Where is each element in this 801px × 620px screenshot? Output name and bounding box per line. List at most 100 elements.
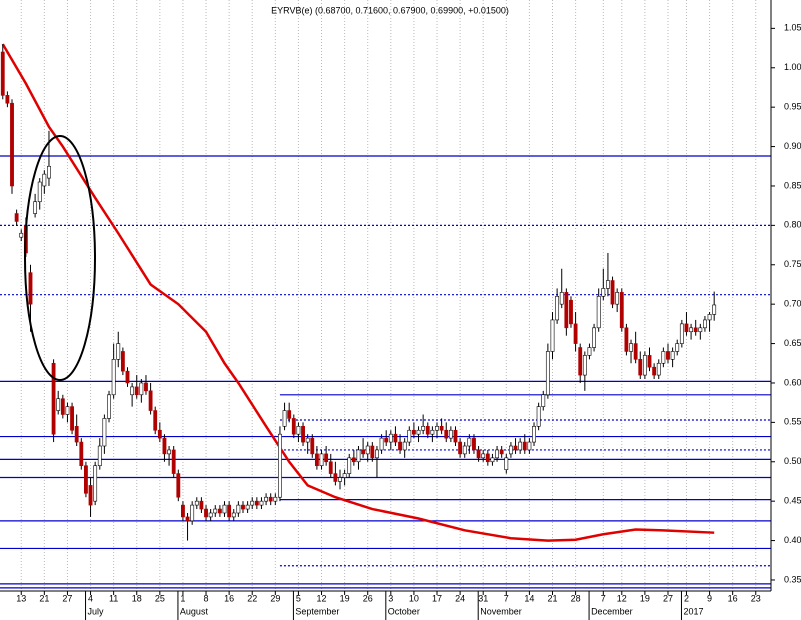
candle-body xyxy=(37,181,42,203)
candle-body xyxy=(10,102,14,187)
candle-body xyxy=(0,51,5,96)
candle-body xyxy=(157,429,162,439)
candle-body xyxy=(365,445,370,455)
y-tick-label: 0.90 xyxy=(784,141,801,151)
candle-body xyxy=(448,429,453,439)
candle-body xyxy=(375,449,379,459)
candle-body xyxy=(675,343,680,352)
candle-body xyxy=(693,327,698,333)
x-tick-label: 2 xyxy=(684,593,689,603)
month-label: September xyxy=(295,606,339,616)
candle-body xyxy=(102,418,107,447)
x-tick-label: 16 xyxy=(728,593,738,603)
candle-body xyxy=(555,295,560,321)
y-tick-label: 1.05 xyxy=(784,23,801,33)
month-label: December xyxy=(591,606,633,616)
candle-body xyxy=(439,426,444,431)
candle-body xyxy=(296,426,301,435)
candle-body xyxy=(291,418,296,435)
x-tick-label: 5 xyxy=(296,593,301,603)
x-tick-label: 14 xyxy=(524,593,534,603)
candle-body xyxy=(74,426,79,443)
candle-body xyxy=(130,386,135,396)
candle-body xyxy=(222,504,227,514)
candle-body xyxy=(656,362,661,376)
candle-body xyxy=(587,347,592,356)
candle-body xyxy=(661,351,666,364)
candle-body xyxy=(42,173,47,187)
candle-body xyxy=(342,473,347,478)
x-tick-label: 17 xyxy=(432,593,442,603)
candle-body xyxy=(559,292,564,305)
candle-body xyxy=(305,437,310,443)
x-tick-label: 11 xyxy=(109,593,118,603)
candle-body xyxy=(541,394,546,407)
y-tick-label: 0.45 xyxy=(784,496,801,506)
candle-body xyxy=(578,347,583,376)
candle-body xyxy=(425,426,430,435)
candle-body xyxy=(569,299,573,325)
candle-body xyxy=(153,410,158,431)
candle-body xyxy=(707,314,712,321)
candle-body xyxy=(379,437,384,451)
x-tick-label: 21 xyxy=(39,593,49,603)
candle-body xyxy=(430,429,435,435)
candle-body xyxy=(264,496,269,502)
candle-body xyxy=(490,457,495,463)
x-tick-label: 1 xyxy=(180,593,185,603)
candle-body xyxy=(14,213,19,222)
candle-body xyxy=(241,504,245,510)
candle-body xyxy=(536,406,541,427)
x-tick-label: 19 xyxy=(640,593,650,603)
candle-body xyxy=(472,437,476,451)
candle-body xyxy=(190,504,195,522)
candle-body xyxy=(467,437,472,447)
candle-body xyxy=(458,441,463,455)
candle-body xyxy=(351,457,356,463)
candle-body xyxy=(231,512,236,518)
candle-body xyxy=(70,406,74,431)
x-tick-label: 12 xyxy=(317,593,327,603)
candle-body xyxy=(347,457,352,474)
x-tick-label: 27 xyxy=(663,593,673,603)
y-tick-label: 0.55 xyxy=(784,417,801,427)
annotation-ellipse xyxy=(24,135,96,381)
month-label: August xyxy=(180,606,209,616)
candle-body xyxy=(624,327,629,352)
candle-body xyxy=(324,453,329,463)
candle-body xyxy=(125,370,130,384)
candle-body xyxy=(416,429,421,435)
candle-body xyxy=(5,95,10,104)
x-tick-label: 13 xyxy=(16,593,26,603)
candle-body xyxy=(84,465,88,494)
candle-body xyxy=(148,390,153,411)
x-tick-label: 7 xyxy=(504,593,509,603)
candle-body xyxy=(56,398,61,411)
candle-body xyxy=(619,292,624,329)
candle-body xyxy=(499,449,504,455)
candle-body xyxy=(282,410,287,427)
candle-body xyxy=(167,449,171,455)
x-tick-label: 23 xyxy=(751,593,761,603)
candle-body xyxy=(388,433,393,443)
candle-body xyxy=(328,461,333,474)
x-tick-label: 25 xyxy=(155,593,165,603)
candle-body xyxy=(254,500,259,506)
candle-body xyxy=(462,445,467,455)
y-tick-label: 0.70 xyxy=(784,299,801,309)
month-label: 2017 xyxy=(683,606,703,616)
candle-body xyxy=(652,366,657,376)
candle-body xyxy=(495,449,499,459)
candle-body xyxy=(527,441,532,451)
y-tick-label: 0.35 xyxy=(784,574,801,584)
candle-body xyxy=(518,441,523,451)
y-tick-label: 0.65 xyxy=(784,338,801,348)
candle-body xyxy=(642,355,647,376)
candle-body xyxy=(333,473,338,482)
candle-body xyxy=(615,292,620,305)
candle-body xyxy=(444,429,449,439)
x-tick-label: 21 xyxy=(547,593,557,603)
candle-body xyxy=(481,453,486,459)
x-tick-label: 4 xyxy=(88,593,93,603)
candle-body xyxy=(633,343,638,360)
